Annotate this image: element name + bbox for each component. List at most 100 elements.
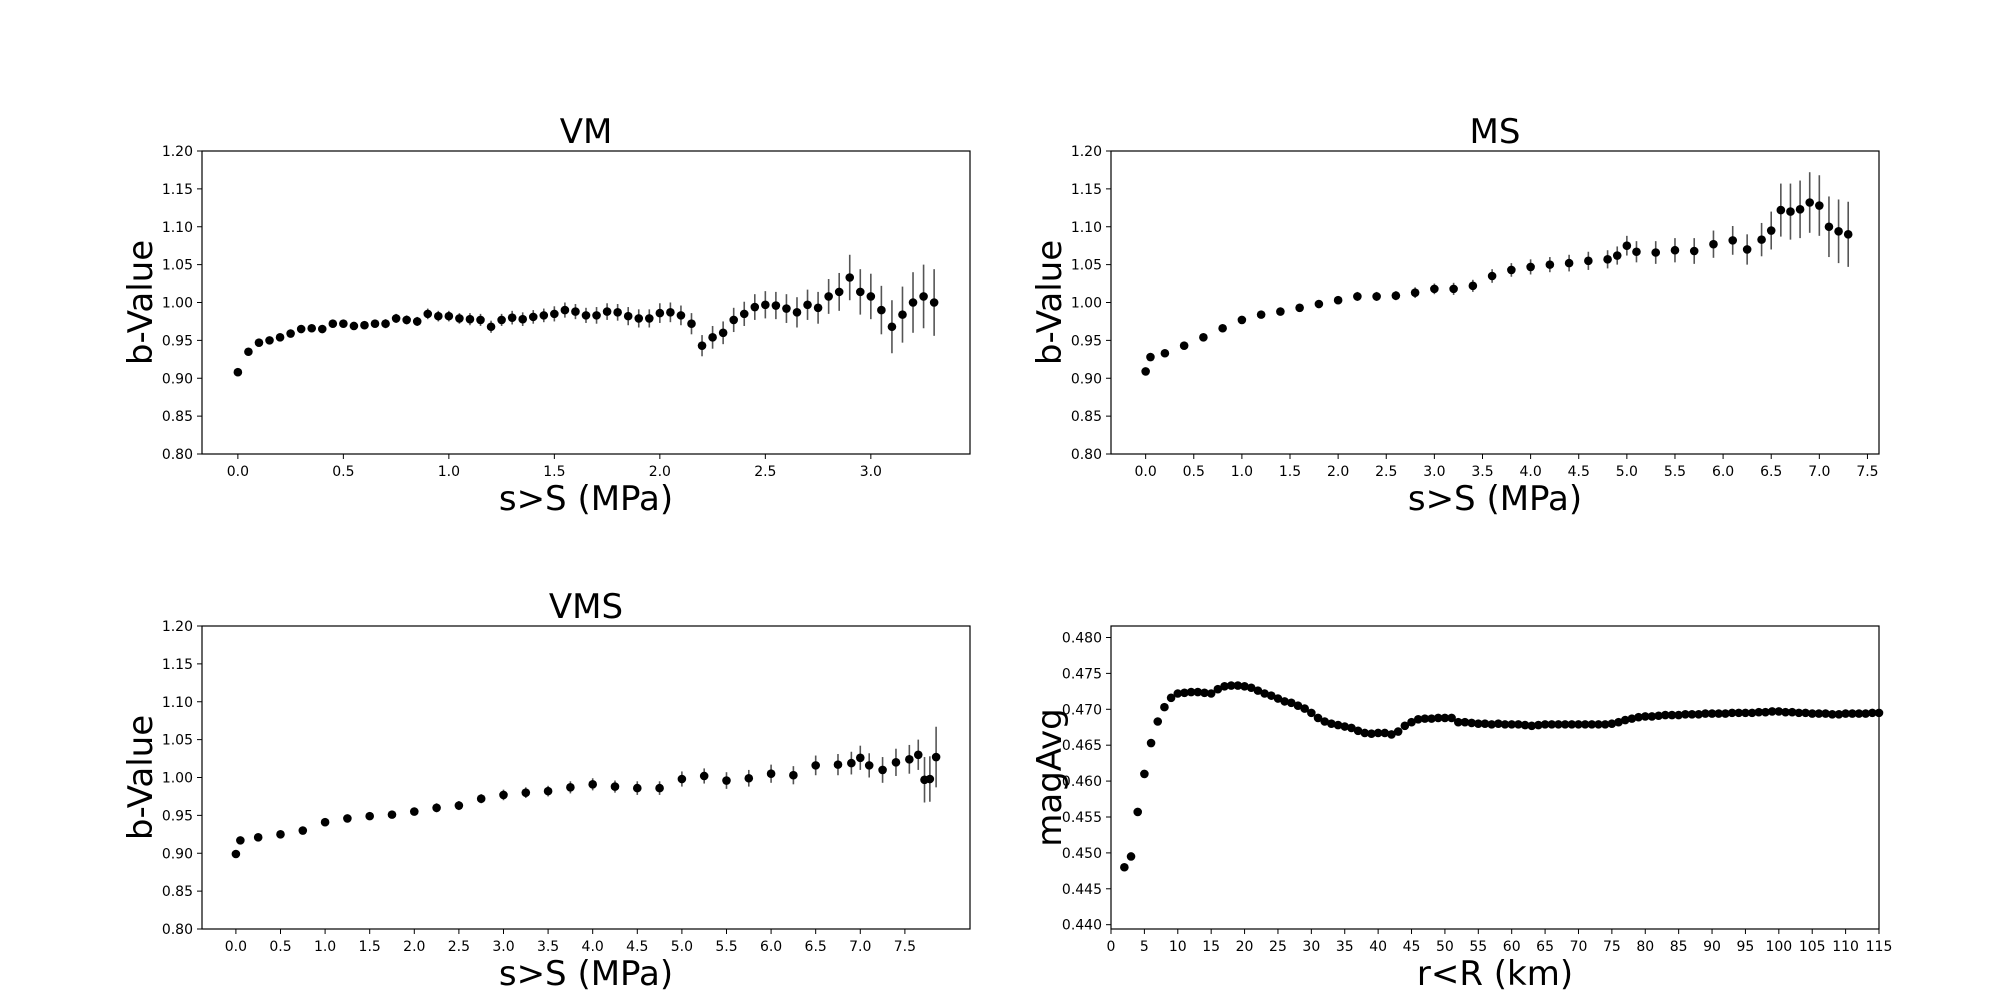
- x-tick-label: 5: [1140, 939, 1149, 955]
- data-point: [236, 836, 245, 845]
- x-tick-label: 70: [1570, 939, 1588, 955]
- data-point: [1567, 720, 1577, 729]
- x-tick-label: 3.5: [537, 939, 559, 955]
- axes-frame: [1110, 625, 1880, 930]
- data-point: [913, 750, 923, 760]
- data-point: [1654, 711, 1663, 721]
- data-point: [1786, 207, 1795, 216]
- y-tick-label: 0.450: [1062, 846, 1102, 862]
- chart-title: VMS: [549, 587, 623, 627]
- data-point: [1240, 682, 1249, 691]
- data-point: [486, 322, 496, 332]
- chart-title: MS: [1470, 112, 1521, 152]
- y-tick-label: 1.10: [162, 695, 193, 711]
- data-point: [1868, 708, 1877, 718]
- data-point: [1694, 710, 1703, 719]
- x-tick-label: 0.5: [269, 939, 291, 955]
- data-point: [1689, 246, 1699, 256]
- x-tick-label: 75: [1603, 939, 1621, 955]
- data-point: [1467, 718, 1476, 728]
- data-point: [265, 336, 274, 345]
- data-point: [528, 312, 538, 322]
- data-point: [286, 329, 295, 338]
- data-point: [476, 315, 485, 325]
- y-tick-label: 1.10: [162, 220, 193, 236]
- data-point: [434, 311, 443, 321]
- y-tick-label: 0.85: [162, 409, 193, 425]
- data-point: [866, 292, 876, 301]
- data-point: [1433, 713, 1443, 723]
- data-point: [1547, 720, 1557, 729]
- data-point: [571, 307, 580, 316]
- data-point: [925, 774, 935, 784]
- data-point: [1807, 709, 1817, 718]
- data-point: [1674, 710, 1683, 720]
- y-tick-label: 0.480: [1062, 630, 1102, 646]
- data-point: [592, 311, 601, 320]
- data-point: [1133, 807, 1143, 817]
- data-point: [1295, 303, 1304, 313]
- data-point: [1280, 697, 1289, 706]
- data-point: [539, 311, 549, 320]
- data-point: [1815, 201, 1824, 210]
- data-point: [1721, 709, 1730, 718]
- data-point: [423, 309, 433, 319]
- data-point: [687, 319, 696, 329]
- data-point: [1594, 720, 1603, 729]
- y-axis-label: magAvg: [1030, 708, 1070, 847]
- y-tick-label: 1.05: [162, 258, 193, 274]
- data-point: [560, 305, 570, 315]
- data-point: [1526, 262, 1535, 272]
- data-point: [365, 811, 374, 821]
- data-point: [1632, 247, 1641, 257]
- data-point: [1647, 712, 1657, 721]
- data-point: [381, 319, 390, 329]
- data-point: [1333, 295, 1343, 305]
- y-tick-label: 0.440: [1062, 918, 1102, 934]
- x-tick-label: 5.0: [671, 939, 693, 955]
- data-point: [391, 314, 401, 323]
- data-point: [1776, 205, 1786, 215]
- x-tick-label: 1.5: [359, 939, 381, 955]
- data-point: [1410, 288, 1420, 297]
- y-tick-label: 1.00: [1071, 296, 1102, 312]
- x-tick-label: 10: [1169, 939, 1187, 955]
- data-point: [1861, 709, 1870, 718]
- data-point: [296, 324, 306, 334]
- data-point: [1440, 713, 1450, 723]
- data-point: [1166, 693, 1176, 703]
- data-point: [1307, 708, 1316, 718]
- data-point: [1507, 265, 1516, 275]
- data-point: [231, 849, 241, 859]
- x-tick-label: 5.5: [715, 939, 737, 955]
- data-point: [1714, 709, 1724, 718]
- data-point: [307, 323, 317, 333]
- data-point: [1353, 292, 1362, 301]
- data-point: [1153, 717, 1163, 726]
- x-tick-label: 2.5: [1375, 464, 1397, 480]
- data-point: [1634, 712, 1643, 722]
- y-tick-label: 0.85: [1071, 409, 1102, 425]
- data-point: [1667, 710, 1677, 720]
- x-tick-label: 1.0: [438, 464, 460, 480]
- data-point: [1741, 708, 1750, 718]
- x-tick-label: 50: [1436, 939, 1454, 955]
- data-point: [1527, 721, 1537, 731]
- x-tick-label: 90: [1703, 939, 1721, 955]
- data-point: [402, 315, 411, 325]
- x-tick-label: 95: [1737, 939, 1755, 955]
- y-tick-label: 0.80: [162, 922, 193, 938]
- data-point: [1141, 367, 1150, 376]
- x-tick-label: 15: [1202, 939, 1220, 955]
- data-point: [1126, 852, 1136, 861]
- data-point: [518, 314, 528, 324]
- data-point: [602, 307, 612, 316]
- data-point: [761, 300, 770, 310]
- x-tick-label: 0.5: [1183, 464, 1205, 480]
- data-point: [718, 328, 728, 338]
- data-point: [1200, 688, 1209, 698]
- data-point: [1393, 727, 1403, 736]
- y-tick-label: 0.90: [162, 846, 193, 862]
